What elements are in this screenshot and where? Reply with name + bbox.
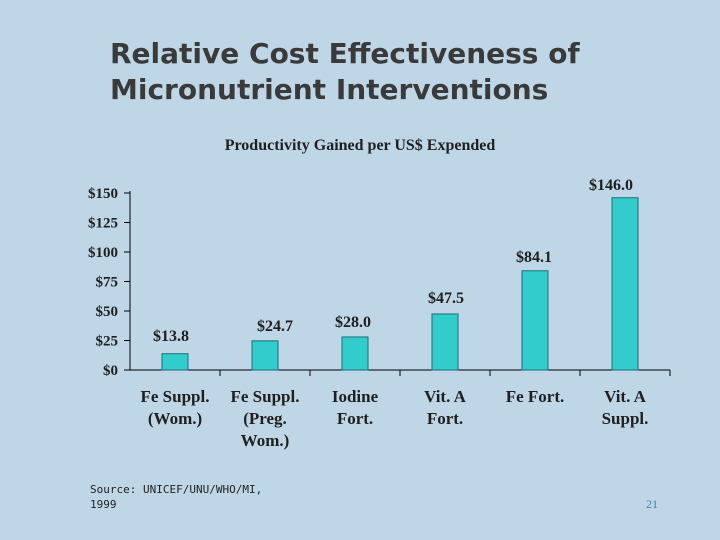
y-tick-label: $150 xyxy=(88,186,118,202)
chart-title: Productivity Gained per US$ Expended xyxy=(225,137,496,154)
page-number: 21 xyxy=(646,497,658,511)
data-label: $24.7 xyxy=(257,318,293,335)
data-label: $13.8 xyxy=(153,328,189,345)
category-label: Fort. xyxy=(337,409,373,428)
y-tick-label: $50 xyxy=(96,304,119,320)
source-note: Source: UNICEF/UNU/WHO/MI, 1999 xyxy=(90,482,262,512)
bar xyxy=(251,340,279,371)
data-label: $84.1 xyxy=(516,249,552,266)
bar xyxy=(611,197,639,371)
slide-title: Relative Cost Effectiveness of Micronutr… xyxy=(110,36,690,108)
category-label: Iodine xyxy=(332,387,379,406)
category-label: Wom.) xyxy=(241,431,290,450)
y-tick-label: $125 xyxy=(88,216,118,232)
source-line-1: Source: UNICEF/UNU/WHO/MI, xyxy=(90,483,263,496)
y-tick-label: $75 xyxy=(96,275,119,291)
bar xyxy=(431,313,459,371)
data-label: $146.0 xyxy=(589,177,633,194)
category-label: (Preg. xyxy=(243,409,287,428)
slide-title-line-2: Micronutrient Interventions xyxy=(110,73,549,106)
y-tick-label: $25 xyxy=(96,334,119,350)
category-label: Fe Fort. xyxy=(506,387,565,406)
slide-title-line-1: Relative Cost Effectiveness of xyxy=(110,37,580,70)
source-line-2: 1999 xyxy=(90,498,117,511)
category-label: Vit. A xyxy=(424,387,467,406)
category-label: Fort. xyxy=(427,409,463,428)
bar xyxy=(521,270,549,371)
category-label: Fe Suppl. xyxy=(231,387,300,406)
y-tick-label: $100 xyxy=(88,245,118,261)
category-label: Fe Suppl. xyxy=(141,387,210,406)
bar xyxy=(161,353,189,371)
data-label: $47.5 xyxy=(428,290,464,307)
data-label: $28.0 xyxy=(335,314,371,331)
category-label: Vit. A xyxy=(604,387,647,406)
bar xyxy=(341,336,369,371)
category-label: Suppl. xyxy=(602,409,649,428)
y-tick-label: $0 xyxy=(103,363,118,379)
category-label: (Wom.) xyxy=(148,409,202,428)
